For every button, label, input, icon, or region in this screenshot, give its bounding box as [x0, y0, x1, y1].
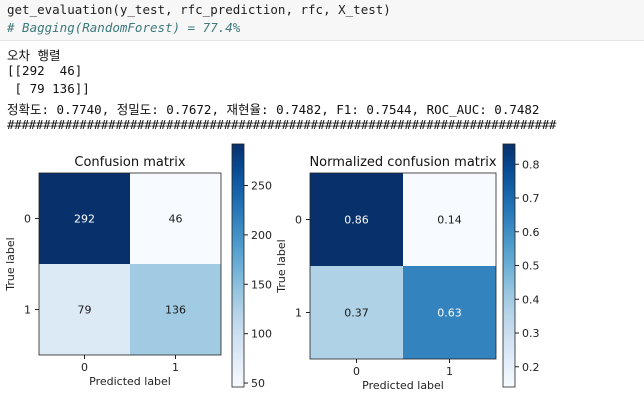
- cm2-colorbar-tick-label-3: 0.5: [522, 260, 540, 273]
- cm1-colorbar-tick-label-0: 50: [251, 377, 265, 390]
- cm1-cell-1-0: [39, 264, 130, 355]
- cm1-cell-0-0: [39, 173, 130, 264]
- cm2-colorbar-tick-label-2: 0.4: [522, 293, 540, 306]
- cm2-colorbar-tick-label-5: 0.7: [522, 192, 540, 205]
- output-metrics: 정확도: 0.7740, 정밀도: 0.7672, 재현율: 0.7482, F…: [7, 102, 540, 117]
- cm1-x-tick-label-1: 1: [172, 361, 179, 374]
- cm1-cell-label-1-0: 79: [78, 304, 92, 317]
- cm2-cell-label-0-0: 0.86: [344, 214, 369, 227]
- cm1-y-tick-label-1: 1: [24, 304, 31, 317]
- cm2-plot-frame: [309, 172, 497, 360]
- code-line-comment: # Bagging(RandomForest) = 77.4%: [7, 20, 241, 35]
- cm2-colorbar-tick-label-0: 0.2: [522, 361, 540, 374]
- cm2-x-tick-label-0: 0: [353, 365, 360, 378]
- cm2-y-tick-label-1: 1: [295, 307, 302, 320]
- cm1-y-axis-label: True label: [4, 237, 17, 291]
- cm1-y-tick-label-0: 0: [24, 213, 31, 226]
- cm2-cell-1-0: [310, 266, 403, 359]
- cm1-x-axis-label: Predicted label: [89, 375, 171, 388]
- cm2-y-axis-label: True label: [275, 239, 288, 293]
- cm1-cell-label-1-1: 136: [165, 304, 186, 317]
- cm2-x-tick-label-1: 1: [446, 365, 453, 378]
- cm1-colorbar-tick-label-3: 200: [251, 229, 272, 242]
- cm2-colorbar-tick-label-4: 0.6: [522, 226, 540, 239]
- output-matrix-row-1: [[292 46]: [7, 63, 83, 78]
- cm2-y-tick-label-0: 0: [295, 214, 302, 227]
- cm2-colorbar-tick-label-6: 0.8: [522, 158, 540, 171]
- cm1-colorbar-tick-label-4: 250: [251, 179, 272, 192]
- cm2-colorbar-tick-label-1: 0.3: [522, 327, 540, 340]
- cm1-plot-frame: [38, 172, 222, 356]
- cm2-cell-label-0-1: 0.14: [437, 214, 462, 227]
- cm2-cell-label-1-1: 0.63: [437, 307, 462, 320]
- cm1-cell-1-1: [130, 264, 221, 355]
- cm1-cell-label-0-1: 46: [169, 213, 183, 226]
- cm1-x-tick-label-0: 0: [81, 361, 88, 374]
- cm1-colorbar-tick-label-2: 150: [251, 278, 272, 291]
- cm1-cell-label-0-0: 292: [74, 213, 95, 226]
- cm1-cell-0-1: [130, 173, 221, 264]
- code-cell[interactable]: get_evaluation(y_test, rfc_prediction, r…: [0, 0, 644, 41]
- cm1-chart-title: Confusion matrix: [74, 155, 185, 170]
- code-line-call: get_evaluation(y_test, rfc_prediction, r…: [7, 2, 391, 17]
- cm2-cell-label-1-0: 0.37: [344, 307, 369, 320]
- output-separator: ########################################…: [7, 117, 557, 132]
- cm2-cell-0-0: [310, 173, 403, 266]
- cm2-cell-1-1: [403, 266, 496, 359]
- cm2-colorbar: [502, 143, 516, 388]
- cm2-cell-0-1: [403, 173, 496, 266]
- output-heading: 오차 행렬: [7, 48, 61, 63]
- output-matrix-row-2: [ 79 136]]: [7, 81, 90, 96]
- cm2-x-axis-label: Predicted label: [362, 379, 444, 392]
- cm1-colorbar: [231, 143, 245, 388]
- cm2-chart-title: Normalized confusion matrix: [309, 155, 496, 170]
- cm1-colorbar-tick-label-1: 100: [251, 328, 272, 341]
